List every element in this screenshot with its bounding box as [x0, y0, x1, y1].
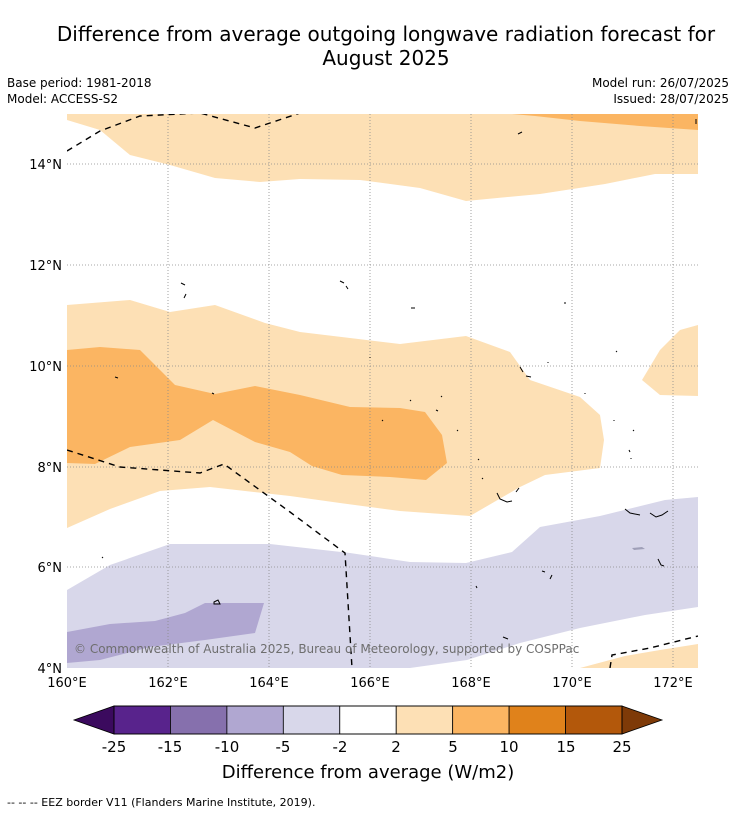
- eez-legend-note: -- -- -- EEZ border V11 (Flanders Marine…: [7, 796, 316, 809]
- colorbar-segment: [339, 705, 397, 735]
- cb-tick-label: -15: [158, 738, 183, 756]
- cb-tick-label: -2: [333, 738, 348, 756]
- lon-label-160e: 160°E: [47, 676, 87, 691]
- colorbar-over-arrow: [621, 705, 664, 735]
- colorbar-under-arrow: [72, 705, 115, 735]
- cb-tick-label: -10: [215, 738, 240, 756]
- anomaly-region-lower-purple: [67, 603, 264, 663]
- anomaly-region-bottom-right-light: [580, 644, 698, 668]
- cb-tick-label: 2: [391, 738, 401, 756]
- anomaly-region-middle-orange: [67, 347, 447, 480]
- map-panel: [67, 114, 698, 668]
- model-name: Model: ACCESS-S2: [7, 92, 119, 106]
- lat-label-8n: 8°N: [38, 461, 63, 476]
- anomaly-region-right-light: [642, 325, 698, 396]
- lat-label-4n: 4°N: [38, 662, 63, 677]
- colorbar-segments: [113, 705, 623, 735]
- colorbar-segment: [226, 705, 284, 735]
- lat-label-14n: 14°N: [29, 158, 62, 173]
- colorbar: -25 -15 -10 -5 -2 2 5 10 15 25 Differenc…: [72, 705, 664, 783]
- lat-label-6n: 6°N: [38, 561, 63, 576]
- colorbar-segment: [565, 705, 623, 735]
- lat-label-10n: 10°N: [29, 360, 62, 375]
- cb-tick-label: 15: [556, 738, 575, 756]
- colorbar-outline: [113, 705, 623, 735]
- lon-label-172e: 172°E: [653, 676, 693, 691]
- cb-tick-label: -25: [102, 738, 127, 756]
- model-run: Model run: 26/07/2025: [591, 76, 729, 90]
- colorbar-segment: [282, 705, 341, 735]
- cb-tick-label: 5: [448, 738, 458, 756]
- colorbar-segment: [452, 705, 510, 735]
- colorbar-title: Difference from average (W/m2): [222, 762, 514, 783]
- lon-label-168e: 168°E: [451, 676, 491, 691]
- longitude-labels: 160°E 162°E 164°E 166°E 168°E 170°E 172°…: [47, 676, 693, 691]
- colorbar-segment: [395, 705, 454, 735]
- cb-tick-label: 10: [499, 738, 518, 756]
- colorbar-segment: [170, 705, 228, 735]
- colorbar-tick-labels: -25 -15 -10 -5 -2 2 5 10 15 25: [102, 738, 632, 756]
- colorbar-segment: [508, 705, 566, 735]
- small-island-mark: [632, 547, 645, 550]
- eez-borders: [67, 114, 698, 668]
- cb-tick-label: -5: [276, 738, 291, 756]
- latitude-labels: 14°N 12°N 10°N 8°N 6°N 4°N: [29, 158, 62, 677]
- lon-label-164e: 164°E: [249, 676, 289, 691]
- graticule: [67, 114, 698, 668]
- metadata-left: Base period: 1981-2018 Model: ACCESS-S2: [7, 75, 152, 107]
- islands: [101, 119, 697, 640]
- map-title: Difference from average outgoing longwav…: [0, 22, 736, 70]
- title-line-2: August 2025: [322, 46, 450, 70]
- issued-date: Issued: 28/07/2025: [613, 92, 729, 106]
- colorbar-segment: [113, 705, 171, 735]
- anomaly-region-top-right-orange: [512, 114, 698, 130]
- anomaly-region-top-light: [67, 114, 698, 201]
- lon-label-170e: 170°E: [552, 676, 592, 691]
- lon-label-166e: 166°E: [350, 676, 390, 691]
- lon-label-162e: 162°E: [148, 676, 188, 691]
- metadata-right: Model run: 26/07/2025 Issued: 28/07/2025: [592, 75, 729, 107]
- base-period: Base period: 1981-2018: [7, 76, 152, 90]
- lat-label-12n: 12°N: [29, 259, 62, 274]
- title-line-1: Difference from average outgoing longwav…: [56, 22, 716, 46]
- cb-tick-label: 25: [612, 738, 631, 756]
- copyright-text: © Commonwealth of Australia 2025, Bureau…: [74, 642, 579, 656]
